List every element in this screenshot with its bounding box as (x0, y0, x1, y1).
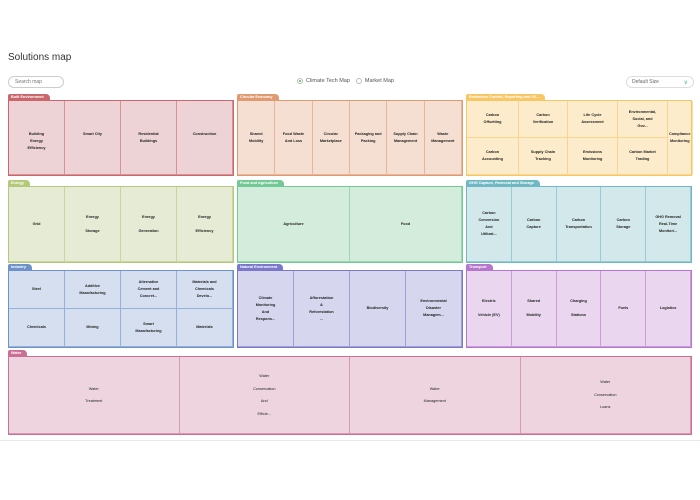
solution-cell[interactable]: Afforestation & Reforestation ... (294, 271, 350, 347)
solution-cell[interactable]: Water Conservation Loans (520, 357, 691, 434)
category-grid: Agriculture Food (237, 186, 463, 263)
category-panel-water: Water Treatment Water Conservation And Ef… (8, 350, 692, 435)
category-grid: Steel Additive Manufacturing Alternative C… (8, 270, 234, 348)
solution-cell[interactable]: Supply Chain Management (387, 101, 425, 175)
category-tab[interactable]: Transport (466, 264, 493, 271)
category-panel-natural: Climate Monitoring And Respons... Affores… (237, 264, 463, 348)
solution-cell[interactable]: Environmental Disaster Managem... (406, 271, 462, 347)
radio-label: Climate Tech Map (306, 78, 350, 84)
radio-label: Market Map (364, 78, 394, 84)
search-input[interactable] (8, 76, 64, 88)
category-panel-industry: Steel Additive Manufacturing Alternative C… (8, 264, 234, 348)
divider (0, 440, 700, 441)
radio-climate-tech-map[interactable]: Climate Tech Map (297, 78, 350, 84)
solution-cell[interactable]: Water Treatment (9, 357, 180, 434)
solution-cell[interactable]: Shared Mobility (511, 271, 557, 347)
solution-cell[interactable]: Compliance Monitoring (668, 101, 693, 175)
solution-cell[interactable]: Water Management (350, 357, 521, 434)
solution-cell[interactable]: Shared Mobility (238, 101, 276, 175)
solution-cell[interactable]: Food Waste And Loss (275, 101, 313, 175)
solution-cell[interactable]: Energy Efficiency (177, 187, 233, 262)
solution-cell[interactable]: GHG Removal Real-Time Monitori... (646, 187, 691, 262)
solution-cell[interactable]: Charging Stations (556, 271, 602, 347)
solution-cell[interactable]: Supply Chain Tracking (519, 138, 568, 175)
category-tab[interactable]: Natural Environment (237, 264, 284, 271)
size-select-value: Default Size (632, 79, 659, 85)
solution-cell[interactable]: Logistics (646, 271, 691, 347)
radio-selected-icon (297, 78, 303, 84)
solution-cell[interactable]: Biodiversity (350, 271, 406, 347)
category-grid: Building Energy Efficiency Smart City Resi… (8, 100, 234, 176)
solution-cell[interactable]: Environmental, Social, and Gov... (618, 101, 668, 138)
category-tab[interactable]: GHG Capture, Removal and Storage (466, 180, 540, 187)
solution-cell[interactable]: Energy Storage (65, 187, 121, 262)
solution-cell[interactable]: Water Conservation And Efficie... (179, 357, 350, 434)
solution-cell[interactable]: Grid (9, 187, 65, 262)
map-type-radio-group: Climate Tech Map Market Map (297, 78, 394, 84)
solution-cell[interactable]: Carbon Market Trading (618, 138, 668, 175)
category-tab[interactable]: Built Environment (8, 94, 50, 101)
solution-cell[interactable]: Mining (65, 309, 121, 347)
solution-cell[interactable]: Carbon Verification (519, 101, 568, 138)
category-tab[interactable]: Industry (8, 264, 32, 271)
solution-cell[interactable]: Carbon Capture (511, 187, 557, 262)
category-grid: Electric Vehicle (EV) Shared Mobility Char… (466, 270, 692, 348)
category-grid: Shared Mobility Food Waste And Loss Circul… (237, 100, 463, 176)
solution-cell[interactable]: Alternative Cement and Concret... (121, 271, 177, 309)
solution-cell[interactable]: Materials (177, 309, 233, 347)
category-grid: Carbon Offsetting Carbon Verification Life… (466, 100, 693, 176)
solution-cell[interactable]: Additive Manufacturing (65, 271, 121, 309)
solution-cell[interactable]: Agriculture (238, 187, 350, 262)
solution-cell[interactable]: Carbon Storage (601, 187, 647, 262)
solution-cell[interactable]: Smart Manufacturing (121, 309, 177, 347)
radio-unselected-icon (355, 78, 362, 84)
category-grid: Grid Energy Storage Energy Generation Energ… (8, 186, 234, 263)
solution-cell[interactable]: Electric Vehicle (EV) (467, 271, 512, 347)
solution-cell[interactable]: Residential Buildings (121, 101, 177, 175)
category-panel-energy: Grid Energy Storage Energy Generation Energ… (8, 180, 234, 263)
solution-cell[interactable]: Building Energy Efficiency (9, 101, 65, 175)
category-panel-emissions: Carbon Offsetting Carbon Verification Life… (466, 94, 693, 176)
page-title: Solutions map (8, 52, 72, 63)
category-panel-ghg: Carbon Conversion And Utilizat... Carbon … (466, 180, 692, 263)
solution-cell[interactable]: Emissions Monitoring (568, 138, 618, 175)
radio-market-map[interactable]: Market Map (355, 78, 394, 84)
solution-cell[interactable]: Waste Management (424, 101, 462, 175)
solution-cell[interactable]: Food (350, 187, 462, 262)
solution-cell[interactable]: Fuels (601, 271, 647, 347)
size-select[interactable]: Default Size ∨ (626, 76, 694, 88)
solution-cell[interactable]: Energy Generation (121, 187, 177, 262)
solution-cell[interactable]: Climate Monitoring And Respons... (238, 271, 294, 347)
category-panel-food: Agriculture Food Food and Agriculture (237, 180, 463, 263)
chevron-down-icon: ∨ (683, 79, 688, 86)
solution-cell[interactable]: Carbon Accounting (467, 138, 519, 175)
category-tab[interactable]: Circular Economy (237, 94, 279, 101)
category-grid: Climate Monitoring And Respons... Affores… (237, 270, 463, 348)
category-panel-transport: Electric Vehicle (EV) Shared Mobility Char… (466, 264, 692, 348)
category-tab[interactable]: Energy (8, 180, 30, 187)
solution-cell[interactable]: Circular Marketplace (312, 101, 350, 175)
solution-cell[interactable]: Steel (9, 271, 65, 309)
solution-cell[interactable]: Materials and Chemicals Develo... (177, 271, 233, 309)
solution-cell[interactable]: Carbon Conversion And Utilizat... (467, 187, 512, 262)
solution-cell[interactable]: Smart City (65, 101, 121, 175)
category-tab[interactable]: Food and Agriculture (237, 180, 285, 187)
solution-cell[interactable]: Construction (177, 101, 233, 175)
category-panel-built: Building Energy Efficiency Smart City Resi… (8, 94, 234, 176)
solution-cell[interactable]: Carbon Offsetting (467, 101, 519, 138)
solution-cell[interactable]: Life Cycle Assessment (568, 101, 618, 138)
category-panel-circular: Shared Mobility Food Waste And Loss Circul… (237, 94, 463, 176)
category-tab[interactable]: Emissions Control, Reporting and Of... (466, 94, 545, 101)
solution-cell[interactable]: Packaging and Packing (349, 101, 388, 175)
category-grid: Water Treatment Water Conservation And Ef… (8, 356, 692, 435)
solution-cell[interactable]: Chemicals (9, 309, 65, 347)
category-tab[interactable]: Water (8, 350, 28, 357)
category-grid: Carbon Conversion And Utilizat... Carbon … (466, 186, 692, 263)
solution-cell[interactable]: Carbon Transportation (556, 187, 602, 262)
